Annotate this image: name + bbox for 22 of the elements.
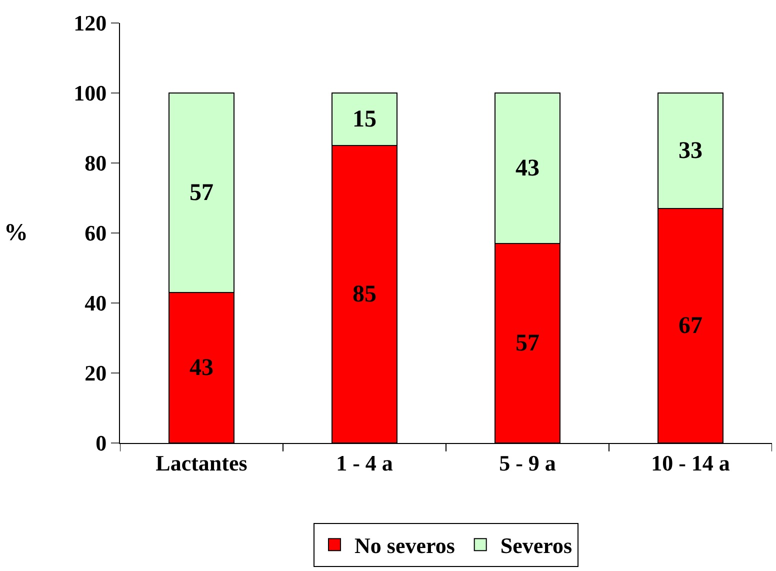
y-tick-label: 0 [96,430,107,456]
data-label: 43 [190,354,214,381]
x-tick-label: Lactantes [156,450,248,476]
y-tick-label: 100 [74,80,107,106]
data-label: 15 [352,106,376,132]
legend-label: Severos [500,533,572,558]
y-tick-label: 60 [84,220,107,246]
y-axis-title: % [4,220,28,246]
x-tick-label: 10 - 14 a [651,450,730,476]
data-label: 43 [516,155,540,182]
x-tick-label: 5 - 9 a [499,450,556,476]
y-tick-label: 40 [84,290,107,316]
data-label: 57 [516,330,540,356]
data-label: 33 [678,138,702,164]
data-label: 85 [352,281,376,308]
data-label: 67 [678,312,702,339]
y-tick-label: 80 [84,150,107,176]
y-tick-label: 20 [84,360,107,386]
y-tick-label: 120 [74,10,107,36]
x-tick-label: 1 - 4 a [336,450,393,476]
legend-label: No severos [354,533,456,558]
data-label: 57 [190,180,214,206]
